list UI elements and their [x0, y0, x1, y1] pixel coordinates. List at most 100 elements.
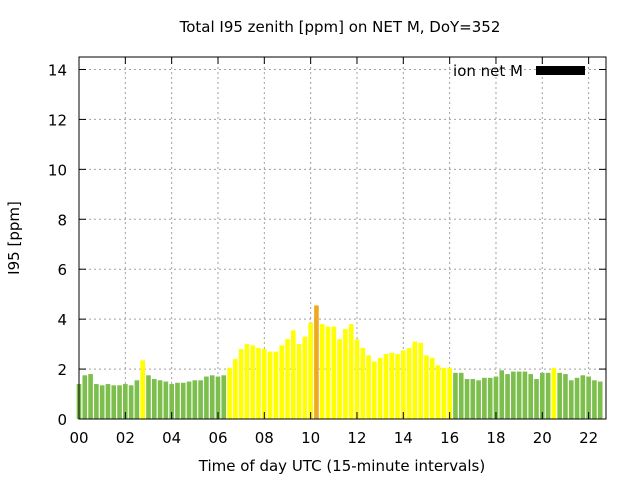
legend-swatch	[536, 66, 585, 75]
bar	[343, 329, 348, 419]
x-tick-label: 06	[208, 429, 227, 447]
bar	[94, 384, 99, 419]
bar	[429, 357, 435, 419]
y-tick-label: 14	[48, 61, 67, 79]
bar	[151, 379, 157, 419]
bar	[400, 350, 406, 419]
bar	[82, 375, 88, 419]
bar	[447, 367, 452, 419]
bar	[314, 305, 319, 419]
bar	[163, 381, 169, 419]
bar	[528, 374, 534, 419]
bar	[337, 339, 342, 419]
bar	[493, 376, 499, 419]
bar	[592, 380, 597, 419]
bar	[418, 342, 423, 419]
bar	[354, 339, 360, 419]
bar	[227, 367, 232, 419]
bar	[250, 345, 256, 419]
y-tick-label: 10	[48, 161, 67, 179]
bar	[557, 372, 562, 419]
bar	[128, 385, 134, 419]
bar	[406, 347, 412, 419]
x-tick-label: 18	[486, 429, 505, 447]
bar	[389, 352, 395, 419]
bar	[470, 379, 476, 419]
x-axis: 00 02 04 06 08 10 12 14 16 18 20 22	[69, 57, 598, 447]
bar	[505, 374, 510, 419]
bar	[105, 384, 111, 419]
bar	[424, 355, 429, 419]
bar	[296, 344, 302, 419]
bar	[453, 372, 458, 419]
bar	[256, 347, 261, 419]
bar	[192, 380, 198, 419]
bar	[267, 351, 273, 419]
legend: ion net M	[453, 62, 585, 80]
plot-frame	[78, 56, 607, 420]
bar	[233, 359, 238, 419]
bar	[539, 372, 545, 419]
x-tick-label: 04	[162, 429, 181, 447]
bar	[204, 376, 209, 419]
bar	[88, 374, 93, 419]
bar	[215, 376, 221, 419]
bar	[198, 380, 203, 419]
bar	[169, 384, 174, 419]
bar	[383, 354, 389, 419]
y-tick-label: 2	[57, 361, 67, 379]
bar	[325, 326, 331, 419]
bar	[285, 339, 290, 419]
bar	[209, 375, 215, 419]
y-tick-label: 0	[57, 411, 67, 429]
y-tick-label: 12	[48, 111, 67, 129]
bar	[140, 360, 146, 419]
x-axis-label: Time of day UTC (15-minute intervals)	[198, 457, 485, 475]
grid	[79, 57, 606, 419]
bar	[516, 371, 522, 419]
bar	[372, 361, 377, 419]
bar	[522, 371, 528, 419]
bar	[186, 381, 192, 419]
x-tick-label: 08	[255, 429, 274, 447]
bar	[476, 380, 481, 419]
bar	[511, 371, 516, 419]
bar	[458, 372, 464, 419]
x-tick-label: 02	[116, 429, 135, 447]
bar	[348, 324, 354, 419]
bar	[238, 349, 244, 419]
bar	[221, 375, 227, 419]
bar	[279, 345, 285, 419]
bar	[366, 355, 371, 419]
x-tick-label: 10	[301, 429, 320, 447]
bar	[441, 367, 447, 419]
x-tick-label: 20	[533, 429, 552, 447]
bar	[586, 376, 591, 419]
bar	[180, 382, 186, 419]
bar	[331, 326, 337, 419]
bar	[499, 370, 505, 419]
x-tick-label: 12	[347, 429, 366, 447]
bar	[487, 377, 493, 419]
bar	[534, 379, 539, 419]
bar	[157, 380, 163, 419]
x-tick-label: 14	[394, 429, 413, 447]
y-tick-label: 8	[57, 211, 67, 229]
bar	[377, 357, 383, 419]
y-tick-label: 6	[57, 261, 67, 279]
legend-label: ion net M	[453, 62, 523, 80]
y-axis: 0 2 4 6 8 10 12 14	[48, 61, 606, 429]
bar	[308, 322, 313, 419]
bar	[412, 341, 418, 419]
bar	[262, 349, 267, 419]
bars	[76, 305, 603, 419]
bar	[134, 380, 140, 419]
bar	[545, 372, 551, 419]
bar	[290, 330, 296, 419]
bar	[435, 365, 441, 419]
bar	[360, 347, 366, 419]
bar	[99, 385, 105, 419]
bar	[146, 375, 151, 419]
bar	[111, 385, 117, 419]
